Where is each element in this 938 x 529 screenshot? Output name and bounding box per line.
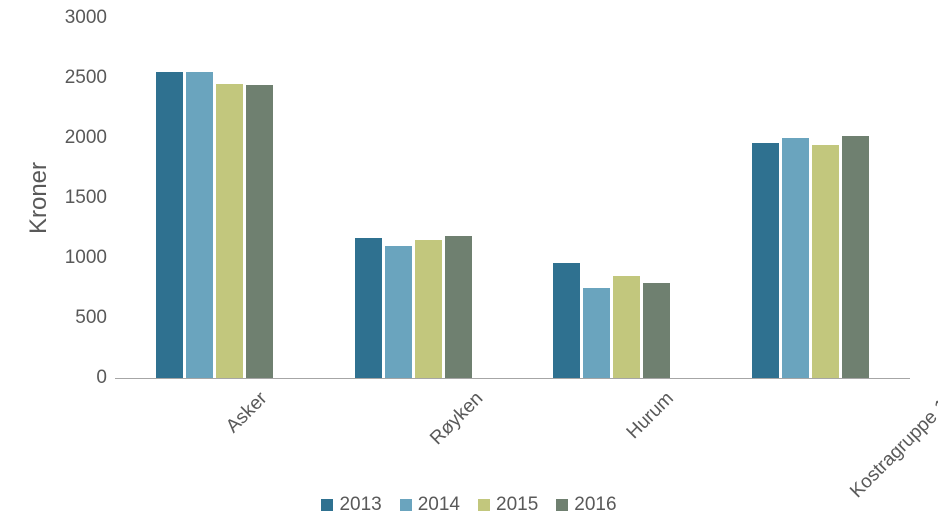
bar: [445, 236, 472, 378]
legend-item: 2016: [556, 494, 616, 516]
legend-label: 2016: [574, 494, 616, 516]
legend-swatch: [478, 499, 490, 511]
bar: [583, 288, 610, 378]
bar: [752, 143, 779, 378]
y-tick-label: 1000: [65, 247, 115, 269]
y-axis-title: Kroner: [25, 162, 53, 234]
x-category-label: Røyken: [426, 388, 488, 450]
bar: [156, 72, 183, 378]
bar: [613, 276, 640, 378]
y-tick-label: 0: [96, 367, 115, 389]
bar: [553, 263, 580, 378]
legend-label: 2013: [339, 494, 381, 516]
y-tick-label: 3000: [65, 7, 115, 29]
legend-item: 2013: [321, 494, 381, 516]
bar: [246, 85, 273, 378]
x-category-label: Hurum: [623, 388, 679, 444]
x-category-label: Kostragruppe 13: [846, 388, 938, 503]
y-tick-label: 2500: [65, 67, 115, 89]
legend-swatch: [400, 499, 412, 511]
plot-area: 050010001500200025003000AskerRøykenHurum…: [115, 18, 910, 378]
y-tick-label: 500: [75, 307, 115, 329]
y-tick-label: 1500: [65, 187, 115, 209]
legend: 2013 2014 2015 2016: [0, 494, 938, 516]
bar: [186, 72, 213, 378]
bar: [355, 238, 382, 378]
legend-swatch: [321, 499, 333, 511]
legend-label: 2014: [418, 494, 460, 516]
bar-chart: 0 500 1000 1500 2000 2500 3000 Asker Røyken Hurum…: [0, 0, 938, 529]
bar: [643, 283, 670, 378]
bar: [812, 145, 839, 378]
y-tick-label: 2000: [65, 127, 115, 149]
bar: [415, 240, 442, 378]
bar: [782, 138, 809, 378]
x-category-label: Asker: [223, 388, 273, 438]
legend-swatch: [556, 499, 568, 511]
bar: [216, 84, 243, 378]
legend-label: 2015: [496, 494, 538, 516]
bar: [842, 136, 869, 378]
legend-item: 2015: [478, 494, 538, 516]
legend-item: 2014: [400, 494, 460, 516]
bar: [385, 246, 412, 378]
baseline: [115, 378, 910, 379]
